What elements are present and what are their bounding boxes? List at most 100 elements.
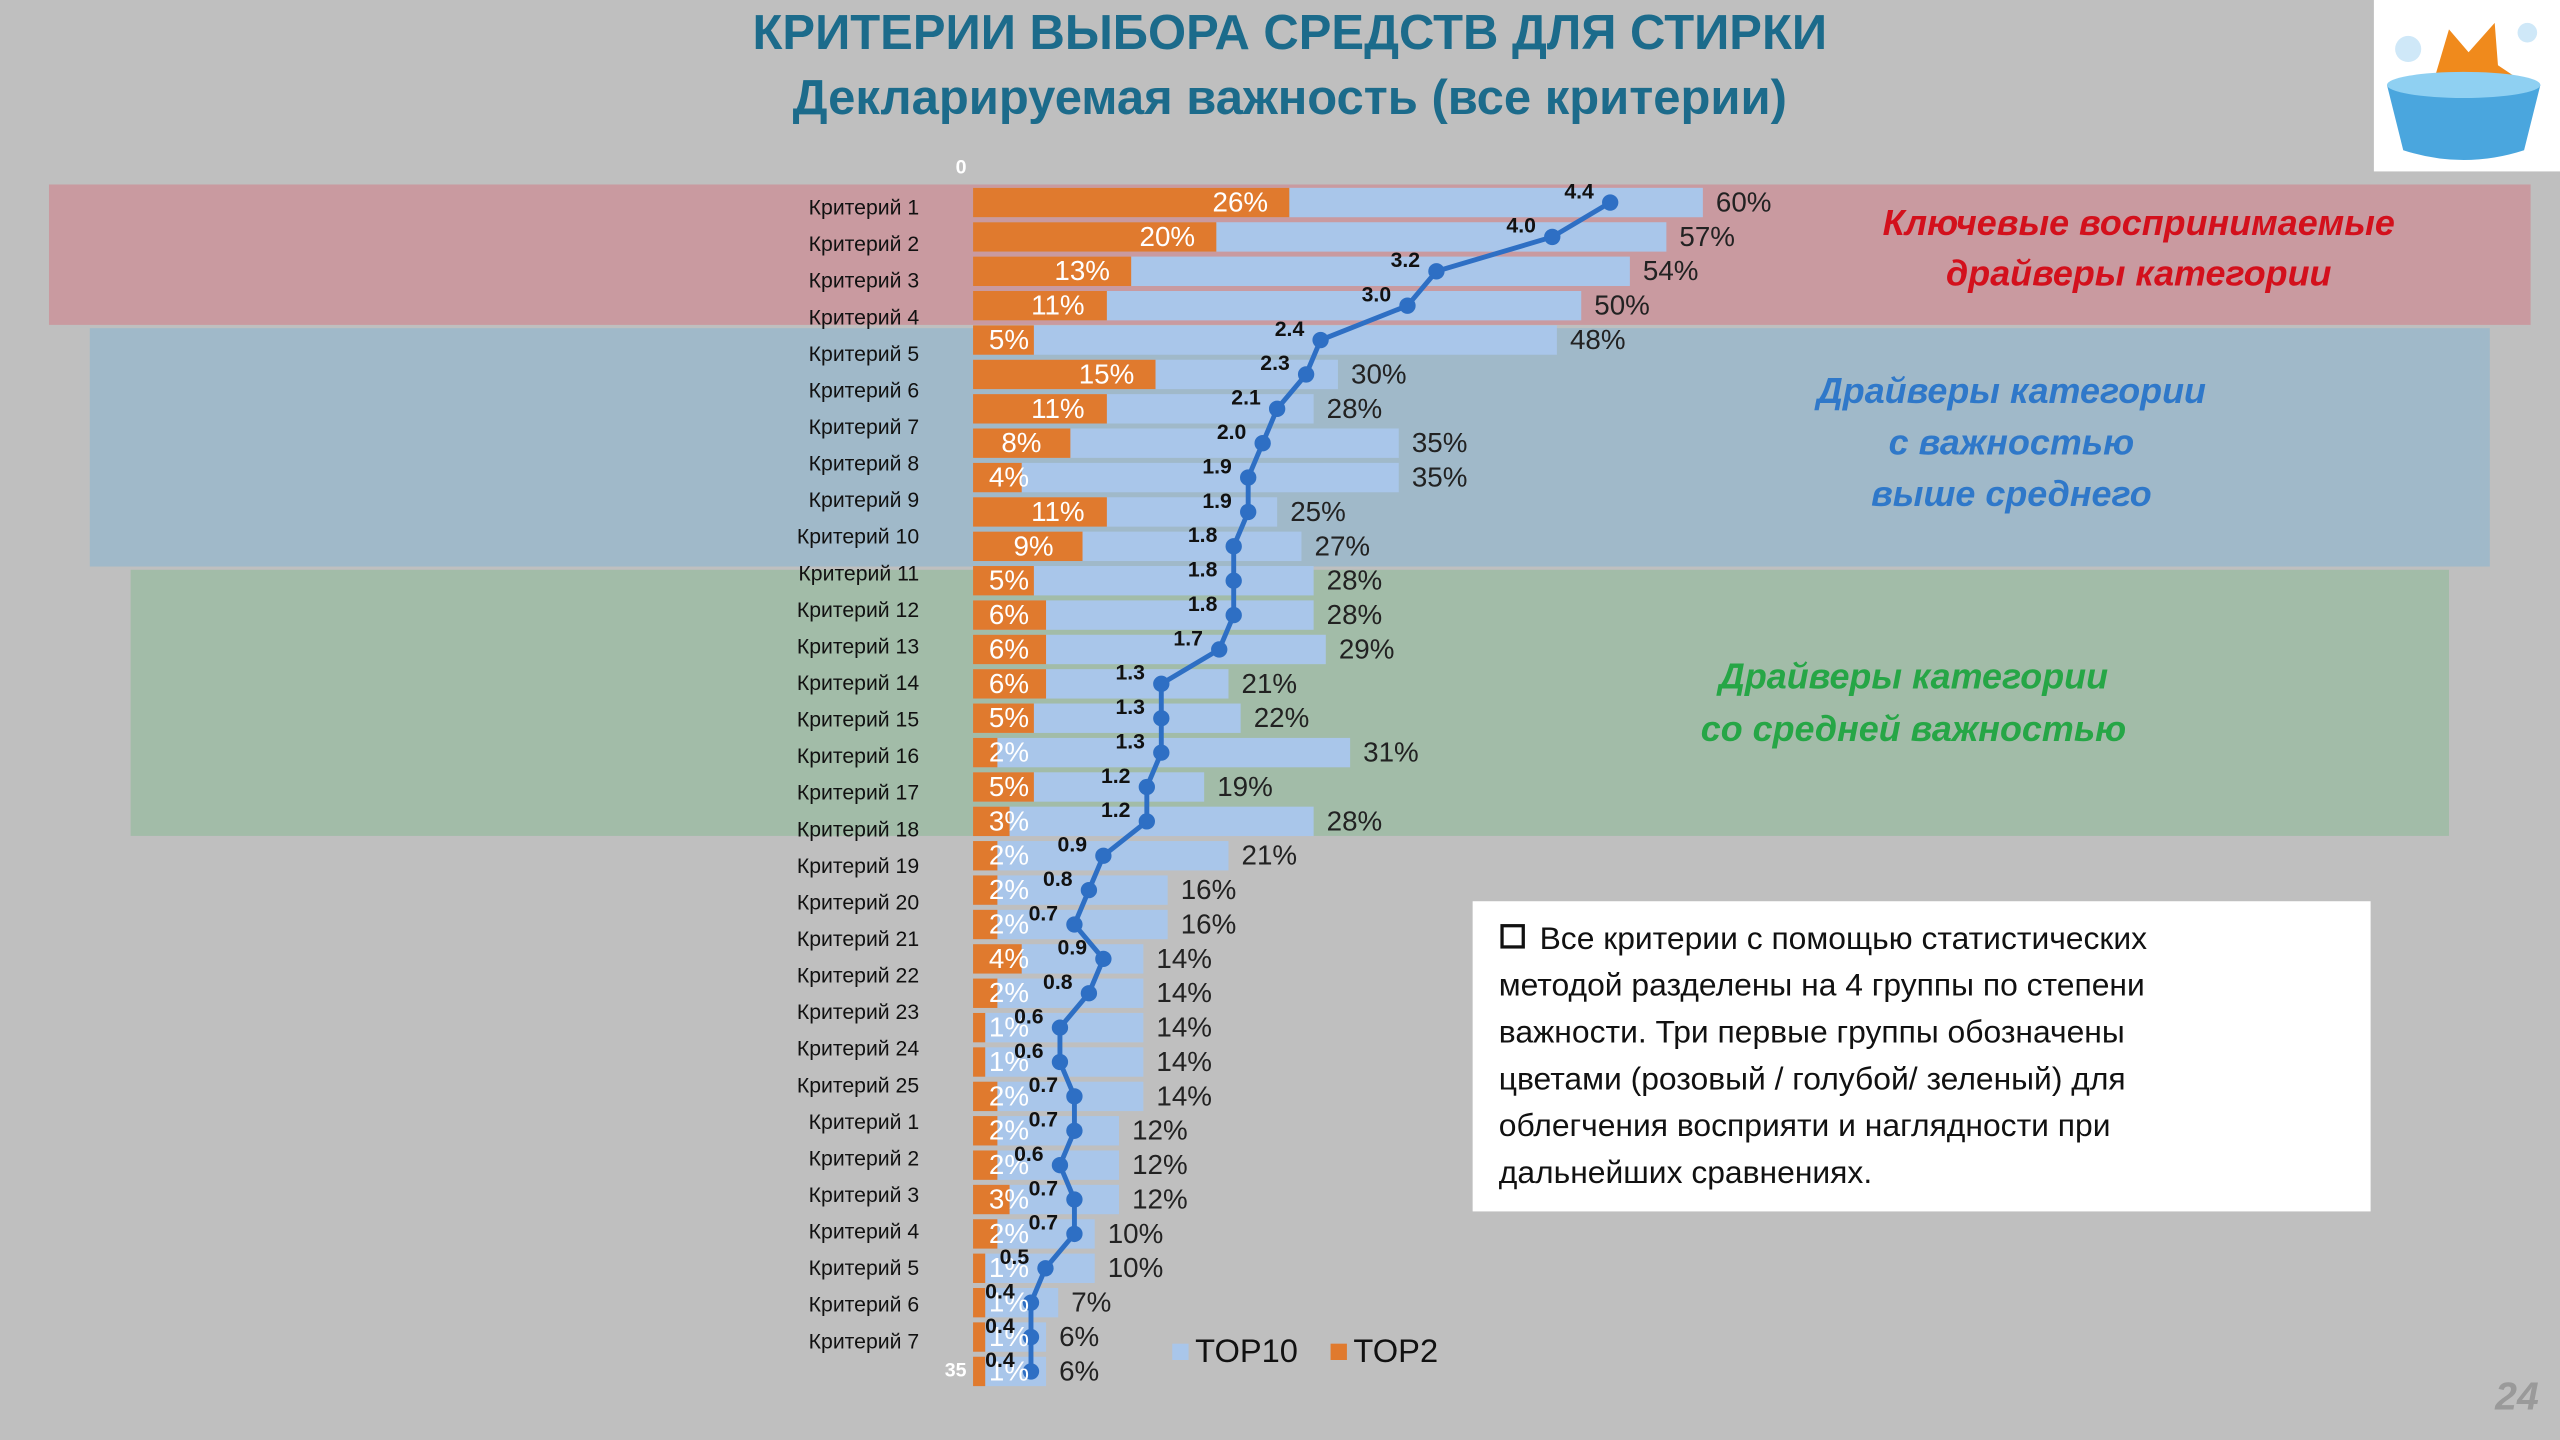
point: [1095, 950, 1112, 968]
point: [1066, 1225, 1083, 1243]
category-label: Критерий 3: [809, 1184, 920, 1207]
bar: [973, 1184, 1010, 1215]
point: [1080, 881, 1098, 899]
line-label: 3.2: [1391, 249, 1421, 272]
value-label: 1%: [989, 1012, 1029, 1043]
category-label: Критерий 22: [797, 965, 919, 988]
note-line: облегчения восприяти и наглядности при: [1499, 1107, 2111, 1143]
bar: [973, 1219, 998, 1249]
value-label: 2%: [989, 908, 1029, 939]
value-label: 21%: [1242, 668, 1298, 699]
value-label: 12%: [1132, 1115, 1188, 1146]
line-label: 1.8: [1188, 593, 1218, 616]
legend-label: TOP2: [1353, 1332, 1438, 1369]
line-label: 2.4: [1275, 318, 1305, 341]
line-label: 0.5: [1000, 1246, 1030, 1269]
category-label: Критерий 3: [809, 270, 920, 293]
point: [1138, 778, 1155, 796]
value-label: 13%: [1054, 255, 1110, 286]
bar: [973, 566, 1034, 596]
bar: [973, 187, 1290, 218]
value-label: 1%: [989, 1287, 1029, 1318]
bar: [973, 978, 1144, 1008]
bar: [973, 806, 1010, 837]
point: [1240, 469, 1257, 486]
point: [1066, 1122, 1083, 1139]
value-label: 28%: [1327, 599, 1383, 630]
value-label: 20%: [1140, 221, 1196, 252]
value-label: 14%: [1156, 1012, 1212, 1043]
bar: [973, 1116, 998, 1146]
line-label: 0.9: [1058, 937, 1088, 960]
point: [1399, 297, 1416, 314]
point: [1153, 675, 1170, 693]
point: [1225, 606, 1242, 624]
bar: [973, 1287, 1059, 1318]
value-label: 5%: [989, 565, 1029, 596]
bar: [973, 1287, 986, 1318]
group-label: Ключевые воспринимаемые: [1883, 202, 2395, 243]
bar: [973, 772, 1034, 802]
bar: [973, 222, 1217, 252]
group-label: Драйверы категории: [1814, 370, 2206, 411]
bar: [973, 703, 1034, 733]
line-label: 0.8: [1043, 868, 1073, 891]
bar: [973, 531, 1083, 562]
category-label: Критерий 20: [797, 891, 919, 914]
value-label: 10%: [1108, 1218, 1164, 1249]
value-label: 2%: [989, 737, 1029, 768]
bar: [973, 875, 1168, 905]
value-label: 6%: [989, 599, 1029, 630]
title: КРИТЕРИИ ВЫБОРА СРЕДСТВ ДЛЯ СТИРКИ: [753, 6, 1828, 60]
value-label: 1%: [989, 1252, 1029, 1283]
point: [1051, 1156, 1069, 1174]
bar: [973, 737, 998, 768]
value-label: 9%: [1013, 530, 1053, 561]
value-label: 28%: [1327, 805, 1383, 836]
point: [1153, 710, 1170, 727]
note-bg: [1472, 901, 2371, 1212]
category-label: Критерий 11: [798, 562, 919, 585]
category-label: Критерий 7: [809, 1330, 920, 1353]
bar: [973, 1356, 986, 1387]
value-label: 7%: [1071, 1287, 1111, 1318]
note-line: цветами (розовый / голубой/ зеленый) для: [1499, 1060, 2126, 1096]
value-label: 14%: [1156, 1080, 1212, 1111]
point: [1602, 194, 1619, 211]
line-label: 1.3: [1115, 662, 1145, 685]
category-label: Критерий 4: [809, 306, 920, 329]
category-label: Критерий 25: [797, 1074, 919, 1097]
value-label: 4%: [989, 462, 1029, 493]
legend-swatch: [1330, 1343, 1347, 1360]
line-label: 0.8: [1043, 971, 1073, 994]
value-label: 57%: [1679, 221, 1735, 252]
line-label: 1.8: [1188, 524, 1218, 547]
point: [1080, 985, 1098, 1002]
line-label: 1.9: [1202, 490, 1232, 513]
value-label: 3%: [989, 1183, 1029, 1214]
line-label: 1.2: [1101, 765, 1131, 788]
category-label: Критерий 4: [809, 1221, 920, 1244]
value-label: 5%: [989, 324, 1029, 355]
point: [1051, 1019, 1069, 1036]
line-label: 3.0: [1362, 283, 1391, 306]
y2-tick-label: 35: [945, 1360, 967, 1382]
value-label: 6%: [1059, 1321, 1099, 1352]
value-label: 2%: [989, 1080, 1029, 1111]
value-label: 10%: [1108, 1252, 1164, 1283]
value-label: 1%: [989, 1321, 1029, 1352]
bar: [973, 1081, 998, 1112]
point: [1225, 538, 1242, 555]
value-label: 16%: [1181, 908, 1237, 939]
bar: [973, 290, 1107, 321]
bar: [973, 394, 1107, 424]
value-label: 5%: [989, 771, 1029, 802]
point: [1254, 435, 1271, 452]
note-line: методой разделены на 4 группы по степени: [1499, 967, 2145, 1003]
value-label: 19%: [1217, 771, 1273, 802]
bar: [973, 428, 1071, 458]
line-label: 1.2: [1101, 799, 1131, 822]
category-label: Критерий 7: [809, 416, 920, 439]
line-label: 2.1: [1231, 387, 1261, 410]
category-label: Критерий 19: [797, 855, 919, 878]
